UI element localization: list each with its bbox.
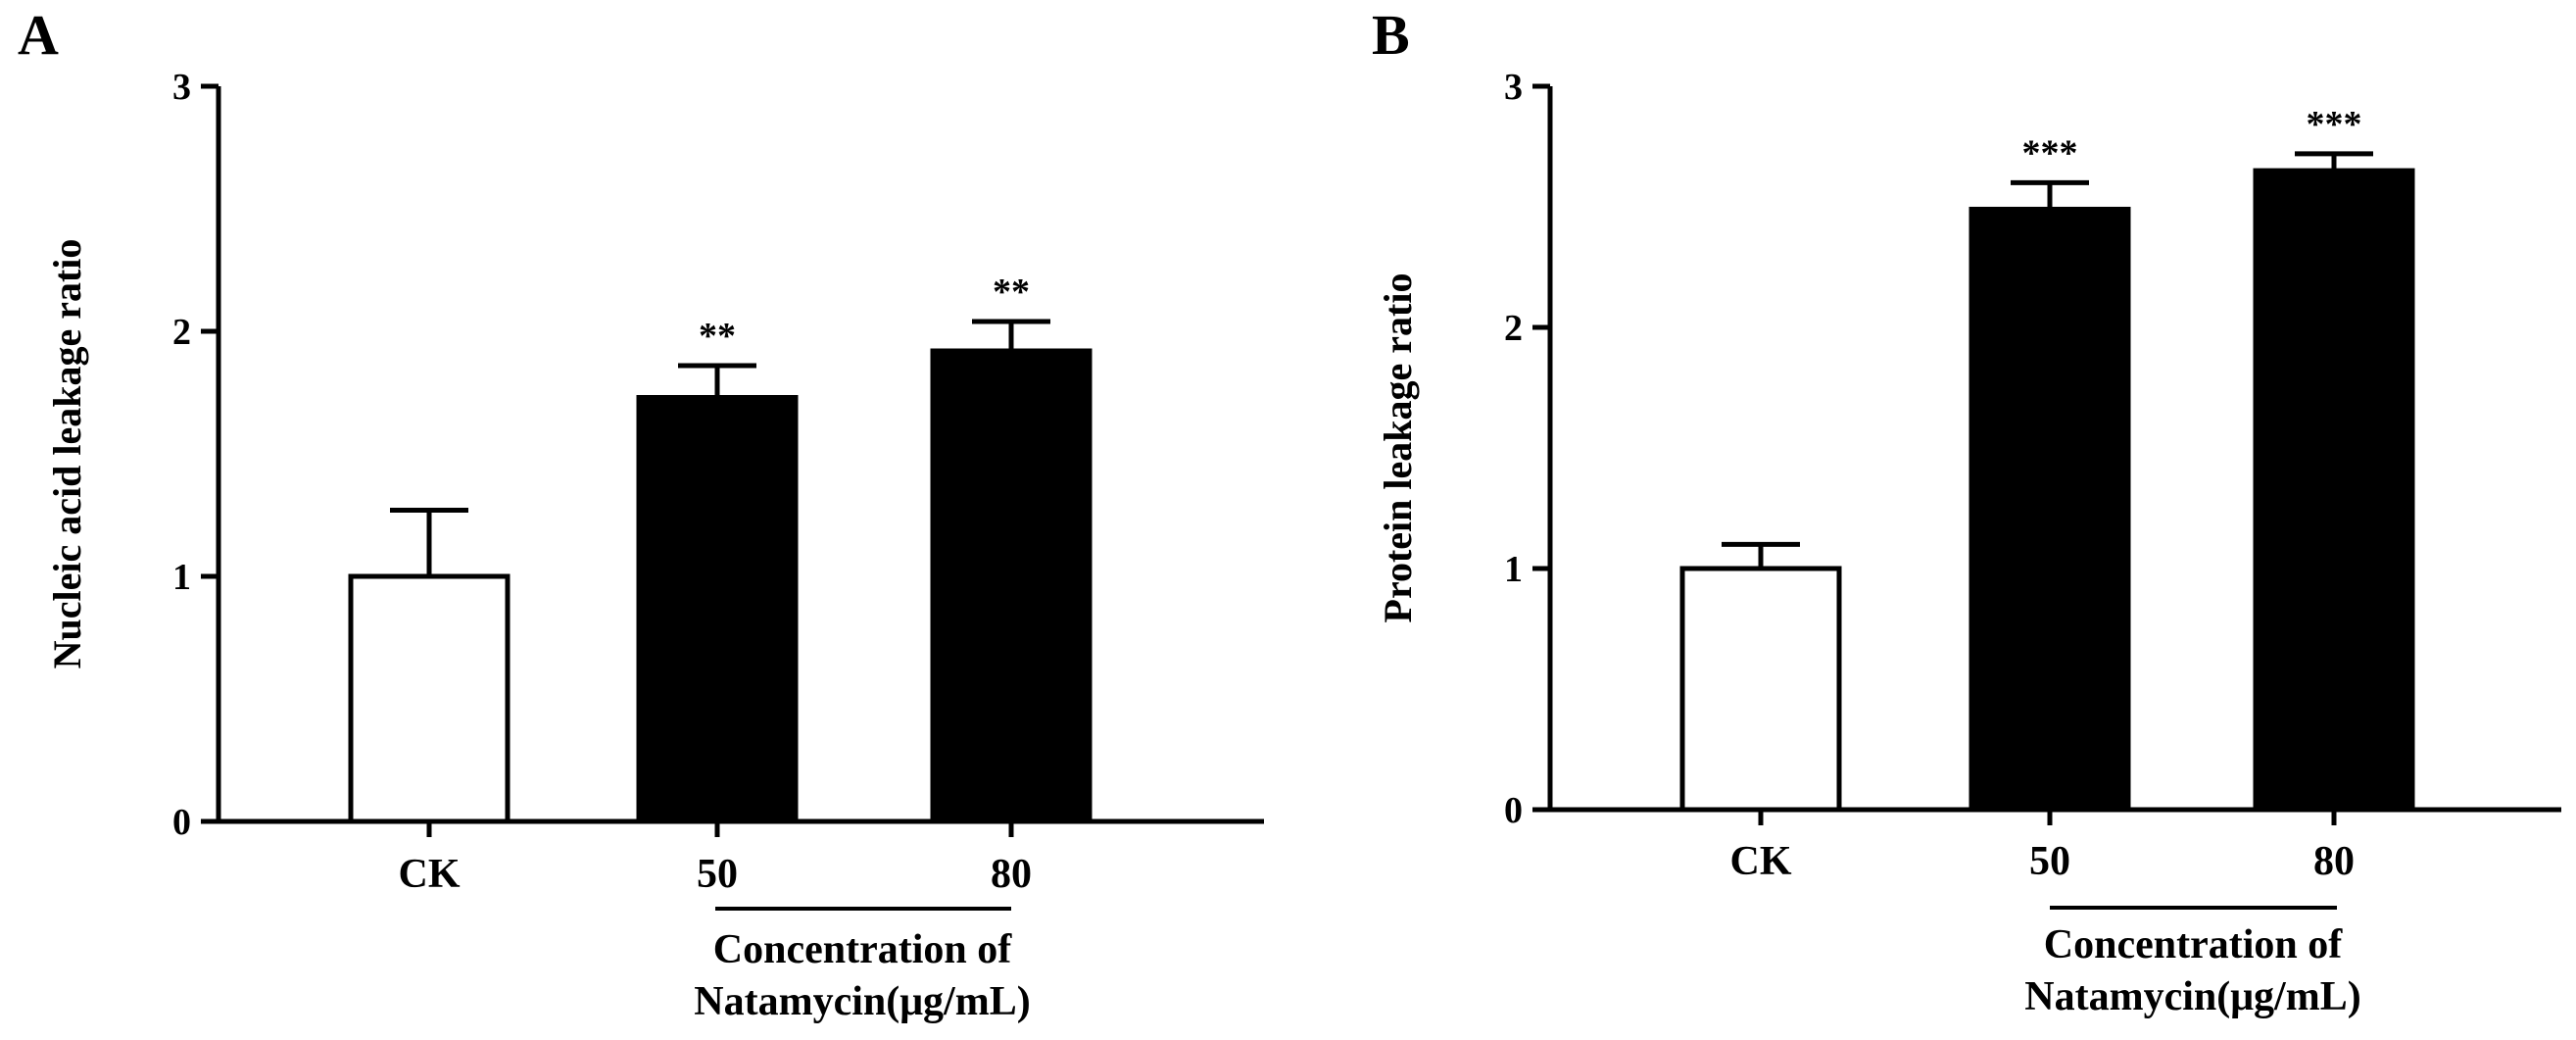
y-tick-label: 3 (1504, 67, 1523, 108)
x-group-label: Natamycin(μg/mL) (694, 979, 1030, 1024)
y-tick-label: 0 (1504, 790, 1523, 831)
y-tick-label: 3 (172, 67, 191, 108)
x-tick-label: 50 (2029, 839, 2070, 884)
bar-80 (2253, 168, 2415, 813)
y-axis-title: Protein leakage ratio (1376, 273, 1420, 623)
y-tick-label: 1 (1504, 549, 1523, 590)
x-group-label: Concentration of (713, 927, 1012, 972)
panel-letter: B (1372, 3, 1410, 67)
bar-50 (636, 395, 799, 824)
bar-ck (1679, 566, 1842, 813)
y-tick-label: 1 (172, 557, 191, 598)
y-tick-label: 2 (172, 312, 191, 353)
x-tick-label: 80 (2313, 839, 2355, 884)
bar-50 (1968, 206, 2131, 813)
chart-panel-a: A 0 1 2 3 Nucleic acid leakage ratio CK 50 ** 80 *… (18, 3, 1264, 1024)
y-tick-label: 0 (172, 802, 191, 843)
y-tick-label: 2 (1504, 308, 1523, 349)
panel-letter: A (18, 3, 59, 67)
significance-marker: ** (699, 316, 736, 357)
x-tick-label: 50 (697, 852, 738, 897)
significance-marker: *** (2307, 104, 2362, 145)
chart-panel-b: B 0 1 2 3 Protein leakage ratio CK 50 *** 80 *** Co… (1372, 3, 2561, 1019)
significance-marker: *** (2022, 132, 2078, 173)
significance-marker: ** (993, 272, 1030, 313)
x-group-label: Concentration of (2044, 922, 2343, 967)
bar-80 (930, 348, 1093, 824)
x-tick-label: CK (399, 852, 461, 897)
x-tick-label: CK (1730, 839, 1792, 884)
bar-ck (348, 573, 510, 824)
y-axis-title: Nucleic acid leakage ratio (45, 239, 89, 669)
x-tick-label: 80 (991, 852, 1032, 897)
x-group-label: Natamycin(μg/mL) (2024, 974, 2360, 1019)
